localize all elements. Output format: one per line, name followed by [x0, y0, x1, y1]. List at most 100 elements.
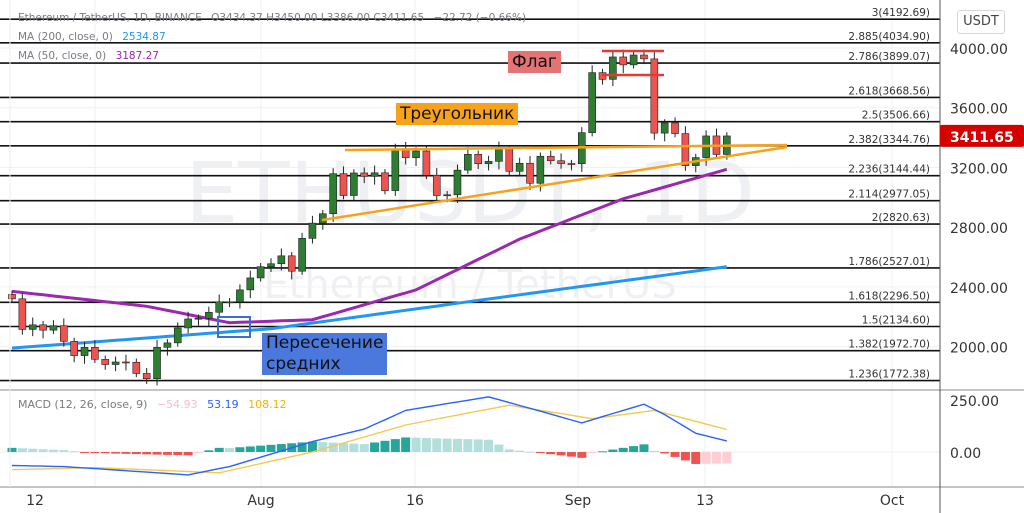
candle-body — [246, 277, 255, 291]
macd-legend[interactable]: MACD (12, 26, close, 9) −54.93 53.19 108… — [18, 398, 293, 411]
fib-level-label: 1.618(2296.50) — [848, 290, 930, 302]
macd-histogram-bar — [494, 444, 504, 452]
macd-histogram-bar — [339, 443, 349, 452]
candle-body — [609, 56, 617, 80]
fib-level-label: 2.5(3506.66) — [862, 110, 930, 122]
macd-histogram-bar — [307, 441, 317, 452]
candle-body — [557, 160, 565, 164]
candle-body — [329, 173, 337, 215]
candle — [277, 248, 286, 271]
time-axis-label: 16 — [406, 493, 424, 509]
candle — [308, 215, 317, 244]
macd-histogram-bar — [701, 452, 711, 464]
macd-histogram-bar — [484, 439, 494, 452]
macd-axis-label: 250.00 — [950, 394, 999, 410]
candle — [49, 320, 58, 334]
macd-histogram-bar — [587, 452, 597, 454]
ma200-line — [11, 265, 728, 350]
macd-histogram-bar — [142, 452, 152, 455]
currency-button[interactable]: USDT — [957, 10, 1005, 34]
candle-body — [505, 148, 514, 172]
macd-histogram-bar — [370, 442, 380, 452]
macd-label: MACD (12, 26, close, 9) — [18, 398, 148, 411]
candle — [484, 155, 493, 171]
macd-histogram-bar — [90, 452, 100, 454]
macd-histogram-bar — [276, 444, 286, 452]
candle-body — [80, 347, 89, 356]
macd-histogram-bar — [380, 440, 390, 452]
fib-level-label: 2(2820.63) — [872, 212, 930, 224]
candle — [660, 119, 669, 142]
ma200-value: 2534.87 — [122, 31, 166, 43]
candle — [246, 270, 255, 299]
candle-body — [536, 155, 545, 184]
fib-level-label: 2.786(3899.07) — [848, 51, 930, 63]
candle-body — [526, 162, 534, 184]
candle — [505, 145, 514, 176]
flag-annotation[interactable]: Флаг — [508, 51, 561, 73]
candle — [298, 232, 306, 275]
candle-body — [111, 361, 120, 365]
candle — [142, 367, 151, 384]
macd-histogram-bar — [629, 446, 639, 452]
time-axis-label: 12 — [26, 493, 44, 509]
candle-body — [49, 325, 58, 331]
macd-histogram-bar — [235, 447, 245, 452]
candle — [256, 262, 265, 282]
macd-histogram-bar — [297, 442, 307, 452]
candle — [122, 354, 130, 371]
fib-level-label: 2.885(4034.90) — [848, 31, 930, 43]
macd-histogram-bar — [162, 452, 172, 455]
candle — [350, 169, 358, 201]
candle — [163, 339, 172, 356]
candle-body — [443, 194, 451, 197]
macd-histogram-bar — [390, 439, 400, 452]
candle-body — [681, 133, 690, 166]
macd-histogram-bar — [48, 449, 58, 452]
candle — [515, 157, 524, 177]
candle-body — [660, 122, 669, 134]
fib-level-label: 2.618(3668.56) — [848, 85, 930, 97]
price-axis-label: 2800.00 — [950, 221, 1008, 237]
macd-histogram-bar — [183, 452, 193, 456]
price-axis-label: 3600.00 — [950, 102, 1008, 118]
candle-body — [422, 150, 431, 176]
last-price-tag — [940, 124, 1024, 147]
macd-histogram-bar — [711, 452, 721, 464]
candle — [671, 117, 679, 138]
macd-histogram-bar — [38, 449, 48, 452]
ma50-value: 3187.27 — [115, 50, 159, 62]
candle — [287, 252, 296, 280]
macd-axis-label: 0.00 — [950, 446, 981, 462]
candle — [619, 49, 628, 74]
macd-histogram-bar — [266, 444, 276, 452]
macd-histogram-bar — [411, 437, 421, 452]
macd-histogram-bar — [722, 452, 732, 464]
last-price-label: 3411.65 — [950, 130, 1014, 146]
candle — [598, 68, 607, 85]
candle — [712, 128, 721, 159]
candle-body — [236, 289, 244, 303]
ma50-legend[interactable]: MA (50, close, 0) 3187.27 — [18, 50, 165, 62]
candle — [422, 145, 431, 180]
change-value: −22.72 (−0.66%) — [433, 12, 527, 24]
candle — [650, 51, 659, 140]
crossover-annotation[interactable]: Пересечение средних — [262, 333, 388, 375]
candle — [132, 358, 141, 378]
macd-line — [11, 396, 727, 476]
macd-histogram-bar — [245, 446, 255, 452]
macd-signal-line — [11, 404, 727, 474]
candle — [370, 165, 379, 185]
macd-histogram-bar — [359, 444, 369, 452]
macd-histogram-bar — [670, 452, 680, 457]
macd-histogram-bar — [452, 438, 462, 452]
macd-histogram-bar — [680, 452, 690, 461]
macd-histogram-bar — [173, 452, 183, 456]
candle-body — [215, 301, 223, 313]
ma200-legend[interactable]: MA (200, close, 0) 2534.87 — [18, 31, 172, 43]
candle — [194, 314, 203, 326]
triangle-annotation[interactable]: Треугольник — [396, 103, 519, 125]
candle-body — [70, 341, 78, 356]
candle-body — [370, 172, 379, 177]
